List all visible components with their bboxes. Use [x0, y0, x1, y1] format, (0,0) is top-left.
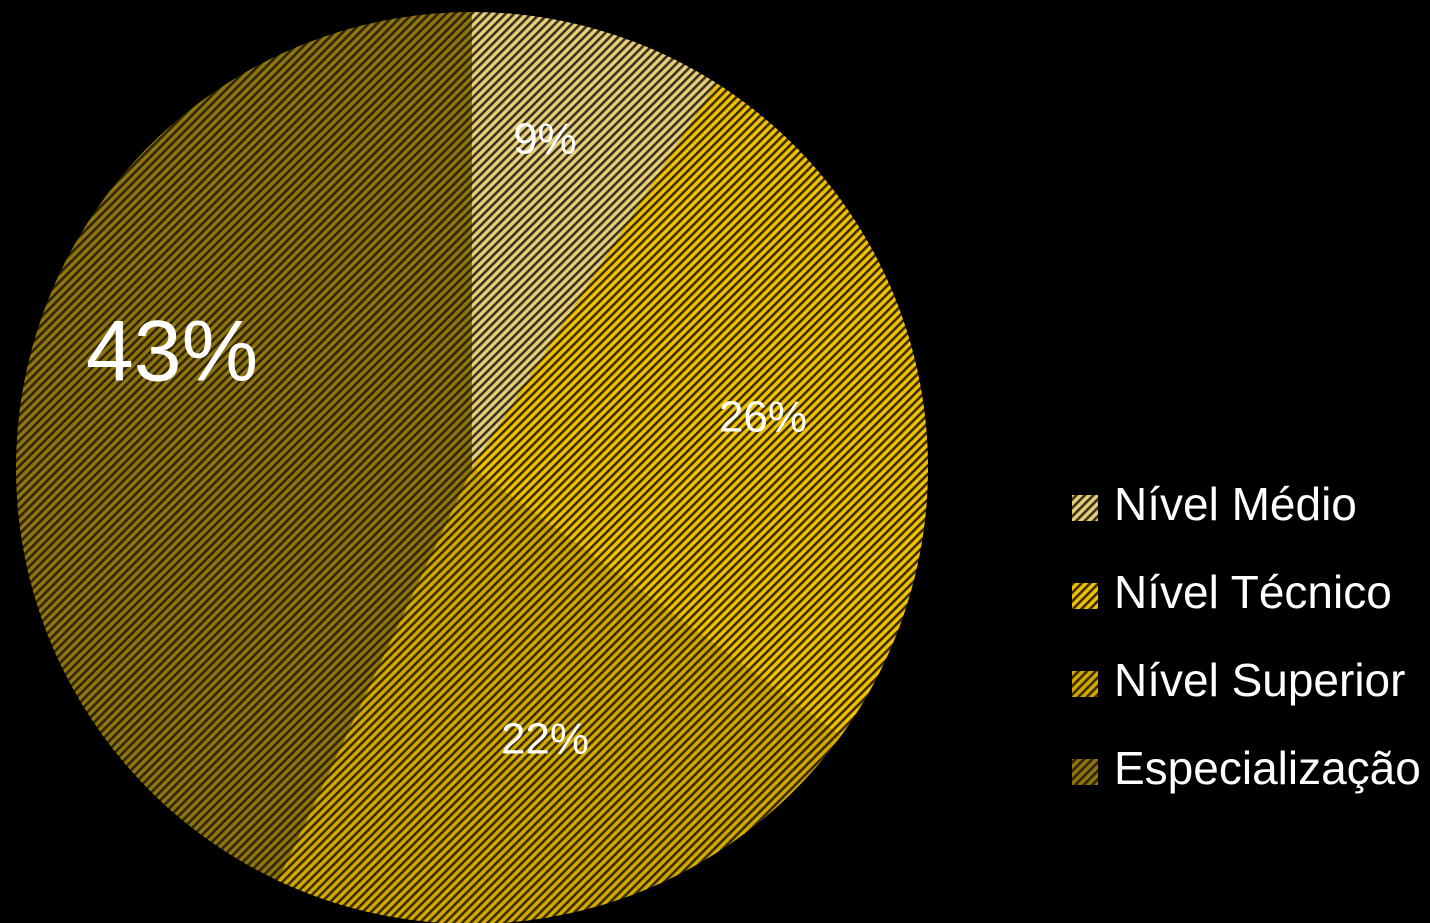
- legend-swatch-especializacao: [1072, 759, 1098, 785]
- pie-slice-nivel-medio: [472, 12, 717, 468]
- legend-swatch-nivel-tecnico: [1072, 583, 1098, 609]
- legend: Nível Médio Nível Técnico Nível Superior Es…: [1072, 478, 1421, 794]
- legend-label-especializacao: Especialização: [1114, 742, 1421, 794]
- pie-data-labels: 9% 26% 22% 43%: [86, 115, 807, 764]
- legend-label-nivel-medio: Nível Médio: [1114, 478, 1357, 530]
- pie-slices: [15, 12, 928, 923]
- pie-slice-nivel-tecnico: [472, 82, 928, 737]
- legend-swatch-nivel-medio: [1072, 495, 1098, 521]
- pie-slice-nivel-superior: [277, 468, 841, 923]
- legend-swatch-nivel-superior: [1072, 671, 1098, 697]
- data-label-nivel-tecnico: 26%: [719, 393, 807, 442]
- legend-label-nivel-tecnico: Nível Técnico: [1114, 566, 1392, 618]
- data-label-nivel-medio: 9%: [513, 115, 577, 164]
- legend-label-nivel-superior: Nível Superior: [1114, 654, 1405, 706]
- data-label-especializacao: 43%: [86, 304, 258, 400]
- pie-slice-especializacao: [15, 12, 472, 881]
- data-label-nivel-superior: 22%: [501, 715, 589, 764]
